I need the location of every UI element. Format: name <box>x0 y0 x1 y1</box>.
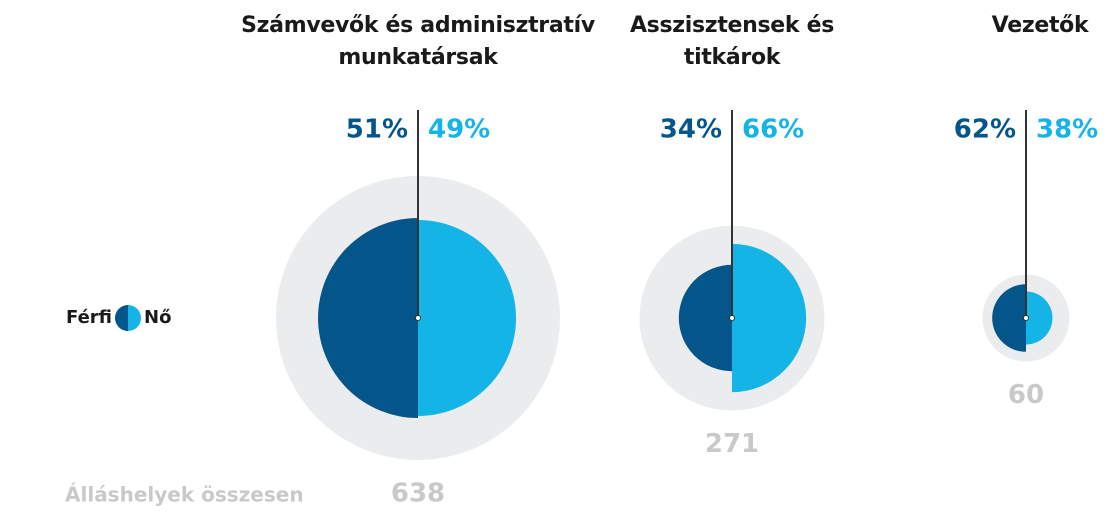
share-label: 51% <box>346 115 408 145</box>
total-label: 638 <box>391 479 445 509</box>
center-dot <box>415 315 421 321</box>
legend-swatch <box>128 305 141 331</box>
share-label: 49% <box>428 115 490 145</box>
total-caption: Álláshelyek összesen <box>65 483 304 507</box>
share-half <box>1026 291 1053 345</box>
group-title: Számvevők és adminisztratív munkatársak <box>241 13 595 70</box>
share-half <box>992 284 1026 352</box>
legend-label: Férfi <box>66 307 112 328</box>
legend-swatch <box>115 305 128 331</box>
share-half <box>732 243 807 393</box>
legend-label: Nő <box>144 307 171 328</box>
group-title: Vezetők <box>991 13 1089 38</box>
group-title: Asszisztensek és titkárok <box>629 13 835 70</box>
share-half <box>678 264 732 372</box>
total-label: 271 <box>705 429 759 459</box>
center-dot <box>1023 315 1029 321</box>
share-label: 34% <box>660 115 722 145</box>
share-label: 66% <box>742 115 804 145</box>
share-half <box>418 219 517 417</box>
total-label: 60 <box>1008 380 1044 410</box>
share-label: 38% <box>1036 115 1098 145</box>
center-dot <box>729 315 735 321</box>
share-label: 62% <box>954 115 1016 145</box>
share-half <box>318 218 418 418</box>
